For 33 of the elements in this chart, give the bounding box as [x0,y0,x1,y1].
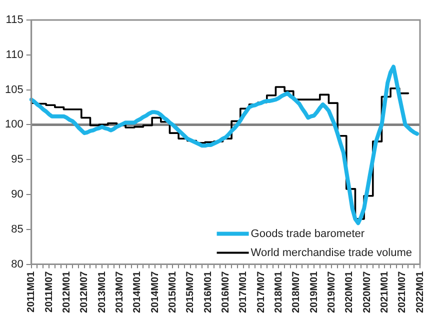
x-tick-label: 2014M07 [150,270,161,314]
x-tick-label: 2018M01 [273,270,284,314]
x-tick-label: 2013M01 [96,270,108,314]
y-tick-label: 80 [11,258,24,270]
y-tick-label: 85 [11,223,24,236]
x-tick-label: 2015M07 [185,270,196,314]
legend-label: Goods trade barometer [250,228,365,240]
y-tick-label: 115 [6,14,24,26]
x-tick-label: 2021M01 [379,270,390,314]
x-tick-label: 2016M01 [202,270,214,314]
x-tick-label: 2011M01 [26,270,38,312]
x-tick-label: 2021M07 [397,270,408,314]
y-tick-label: 110 [6,48,24,61]
x-tick-label: 2014M01 [132,270,144,314]
y-tick-label: 95 [11,154,24,166]
y-tick-label: 100 [4,118,24,131]
x-tick-label: 2019M07 [326,270,338,314]
x-tick-label: 2015M01 [167,270,178,314]
y-tick-label: 105 [4,84,24,96]
x-tick-label: 2020M01 [344,270,356,314]
x-tick-label: 2018M07 [291,270,302,314]
x-tick-label: 2013M07 [114,270,126,314]
x-tick-label: 2012M01 [61,270,72,314]
x-tick-label: 2012M07 [79,270,90,314]
x-tick-label: 2022M01 [414,270,426,314]
y-tick-label: 90 [11,188,24,201]
x-tick-label: 2019M01 [308,270,320,314]
x-tick-label: 2016M07 [220,270,232,314]
x-tick-label: 2017M01 [238,270,250,314]
x-tick-label: 2020M07 [362,270,373,314]
legend-label: World merchandise trade volume [250,246,412,259]
x-tick-label: 2011M07 [44,270,55,312]
x-tick-label: 2017M07 [256,270,267,314]
